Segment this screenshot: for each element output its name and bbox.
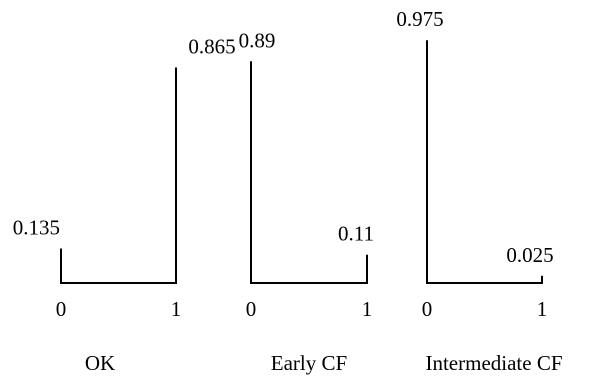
tick-label-ok-1: 1 bbox=[171, 297, 182, 321]
tick-label-intermediate-cf-0: 0 bbox=[422, 297, 433, 321]
tick-label-ok-0: 0 bbox=[56, 297, 67, 321]
value-label-early-cf-0: 0.89 bbox=[239, 28, 276, 52]
tick-label-intermediate-cf-1: 1 bbox=[537, 297, 548, 321]
value-label-early-cf-1: 0.11 bbox=[338, 222, 374, 246]
tick-label-early-cf-1: 1 bbox=[362, 297, 373, 321]
value-label-intermediate-cf-1: 0.025 bbox=[506, 243, 553, 267]
panel-label-early-cf: Early CF bbox=[271, 351, 347, 375]
panel-label-intermediate-cf: Intermediate CF bbox=[425, 351, 562, 375]
panel-label-ok: OK bbox=[85, 351, 115, 375]
value-label-ok-1: 0.865 bbox=[188, 34, 235, 58]
value-label-intermediate-cf-0: 0.975 bbox=[396, 7, 443, 31]
value-label-ok-0: 0.135 bbox=[13, 216, 60, 240]
tick-label-early-cf-0: 0 bbox=[246, 297, 257, 321]
